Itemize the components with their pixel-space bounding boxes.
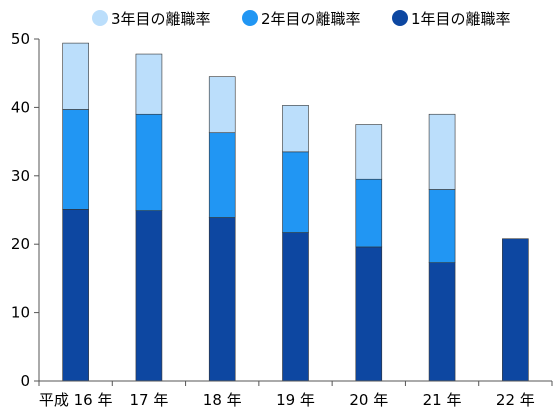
legend-label: 3年目の離職率	[111, 10, 211, 28]
bars	[62, 42, 529, 382]
bar-segment-1-3	[208, 217, 236, 382]
bar-segment-3-3	[208, 76, 236, 134]
bar-segment-1-5	[355, 246, 383, 382]
bar-segment-2-4	[282, 151, 309, 233]
legend-label: 1年目の離職率	[411, 10, 511, 28]
x-tick-label: 21 年	[423, 391, 462, 409]
legend-swatch	[92, 10, 108, 26]
bar-segment-3-6	[428, 113, 456, 190]
x-tick-label: 19 年	[276, 391, 315, 409]
bar-segment-3-1	[62, 42, 89, 110]
bar-segment-1-2	[135, 210, 163, 382]
bar-segment-2-6	[428, 189, 456, 263]
y-tick-label: 30	[11, 167, 30, 185]
x-tick-label: 20 年	[349, 391, 388, 409]
bar-segment-3-4	[282, 105, 309, 153]
bar-segment-2-2	[135, 113, 163, 211]
x-tick-label: 18 年	[203, 391, 242, 409]
legend-label: 2年目の離職率	[261, 10, 361, 28]
x-tick-label: 22 年	[496, 391, 535, 409]
x-tick-label: 17 年	[129, 391, 168, 409]
bar-segment-1-7	[502, 238, 529, 382]
y-tick-label: 10	[11, 304, 30, 322]
y-axis: 0 10 20 30 40 50	[11, 30, 40, 390]
y-tick-label: 20	[11, 235, 30, 253]
bar-segment-3-5	[355, 124, 383, 180]
bar-segment-2-5	[355, 178, 383, 248]
y-tick-label: 40	[11, 98, 30, 116]
bar-segment-1-1	[62, 209, 89, 382]
y-tick-label: 0	[20, 372, 30, 390]
bar-segment-2-3	[208, 132, 236, 218]
legend-swatch	[392, 10, 408, 26]
x-tick-label: 平成 16 年	[39, 391, 113, 409]
x-axis: 平成 16 年 17 年 18 年 19 年 20 年 21 年 22 年	[38, 380, 553, 409]
y-tick-label: 50	[11, 30, 30, 48]
bar-segment-2-1	[62, 109, 89, 210]
bar-segment-3-2	[135, 53, 163, 115]
bar-segment-1-6	[428, 262, 456, 382]
legend-swatch	[242, 10, 258, 26]
legend: 3年目の離職率 2年目の離職率 1年目の離職率	[92, 10, 511, 28]
bar-segment-1-4	[282, 232, 309, 382]
